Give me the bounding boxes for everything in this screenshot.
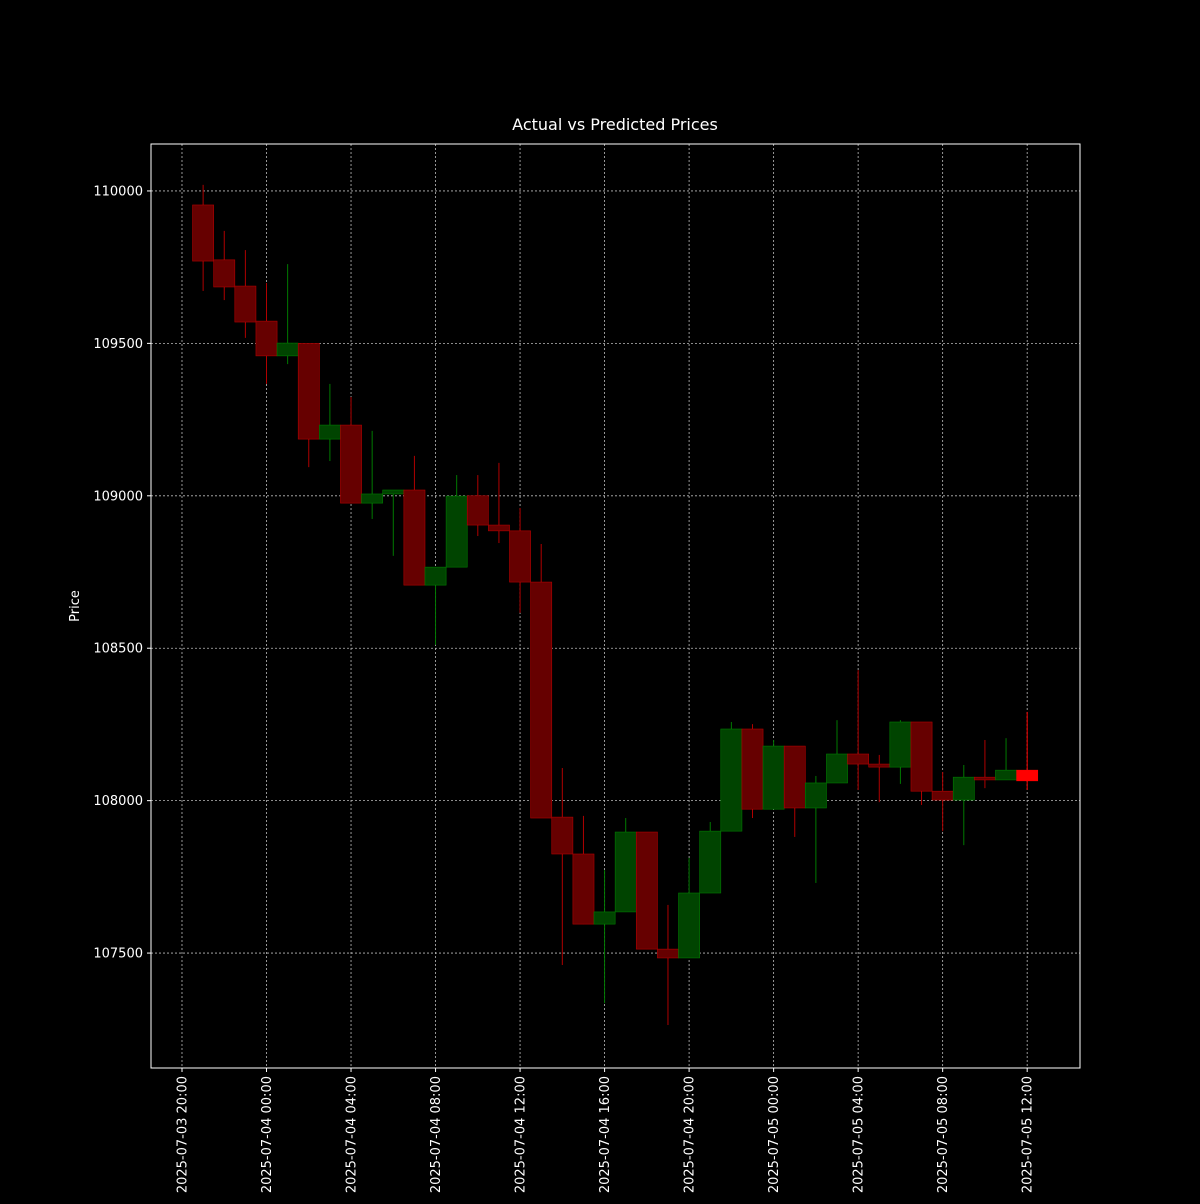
candle-body: [530, 581, 553, 819]
candle-body: [847, 753, 870, 765]
y-axis-label: Price: [68, 590, 83, 622]
x-tick-label: 2025-07-03 20:00: [175, 1076, 190, 1193]
candle-body: [931, 790, 954, 801]
candle-body: [466, 495, 489, 526]
y-tick-label: 108000: [93, 794, 143, 809]
candle-body: [995, 769, 1017, 781]
x-tick-label: 2025-07-04 08:00: [429, 1076, 444, 1193]
y-tick-label: 109000: [93, 489, 143, 504]
y-tick-label: 107500: [93, 947, 143, 962]
candle-body: [382, 489, 405, 495]
candle-body: [213, 259, 236, 288]
candle-body: [234, 285, 257, 323]
candle-body: [783, 745, 806, 809]
candle-body: [297, 343, 320, 440]
candle-body: [741, 728, 764, 810]
candle-body: [488, 524, 510, 532]
x-tick-label: 2025-07-05 12:00: [1021, 1076, 1036, 1193]
candle-body: [826, 753, 848, 784]
candle-body: [720, 728, 743, 832]
x-tick-label: 2025-07-04 00:00: [260, 1076, 275, 1193]
candle-body: [509, 530, 531, 583]
candle-body: [762, 745, 785, 810]
candle-body: [635, 831, 658, 950]
x-tick-label: 2025-07-05 00:00: [767, 1076, 782, 1193]
candle-body: [340, 424, 362, 504]
candle-body: [657, 948, 679, 959]
candle-body: [952, 776, 975, 801]
candle-body: [805, 782, 827, 809]
candle-body: [192, 204, 214, 262]
candle-body: [889, 721, 912, 768]
candle-body: [910, 721, 933, 792]
y-tick-label: 108500: [93, 642, 143, 657]
x-tick-label: 2025-07-05 08:00: [936, 1076, 951, 1193]
candle-body: [424, 566, 447, 586]
candle-body: [1016, 769, 1039, 782]
x-tick-label: 2025-07-04 04:00: [345, 1076, 360, 1193]
candle-body: [699, 830, 722, 894]
plot-frame: [150, 143, 1081, 1069]
candle-body: [255, 320, 278, 357]
x-tick-label: 2025-07-05 04:00: [852, 1076, 867, 1193]
candle-body: [361, 493, 384, 504]
x-tick-label: 2025-07-04 16:00: [598, 1076, 613, 1193]
candle-body: [974, 776, 996, 781]
candle-body: [403, 489, 426, 586]
candle-body: [868, 763, 891, 768]
candle-body: [572, 853, 595, 925]
candle-body: [445, 495, 468, 568]
y-tick-label: 109500: [93, 337, 143, 352]
candle-body: [276, 342, 299, 357]
x-tick-label: 2025-07-04 12:00: [514, 1076, 529, 1193]
candle-body: [319, 424, 341, 440]
candle-body: [551, 816, 574, 855]
candle-body: [593, 911, 616, 925]
candle-body: [678, 892, 700, 959]
chart-title: Actual vs Predicted Prices: [512, 115, 718, 134]
x-tick-label: 2025-07-04 20:00: [683, 1076, 698, 1193]
y-tick-label: 110000: [93, 184, 143, 199]
candle-body: [614, 831, 637, 913]
